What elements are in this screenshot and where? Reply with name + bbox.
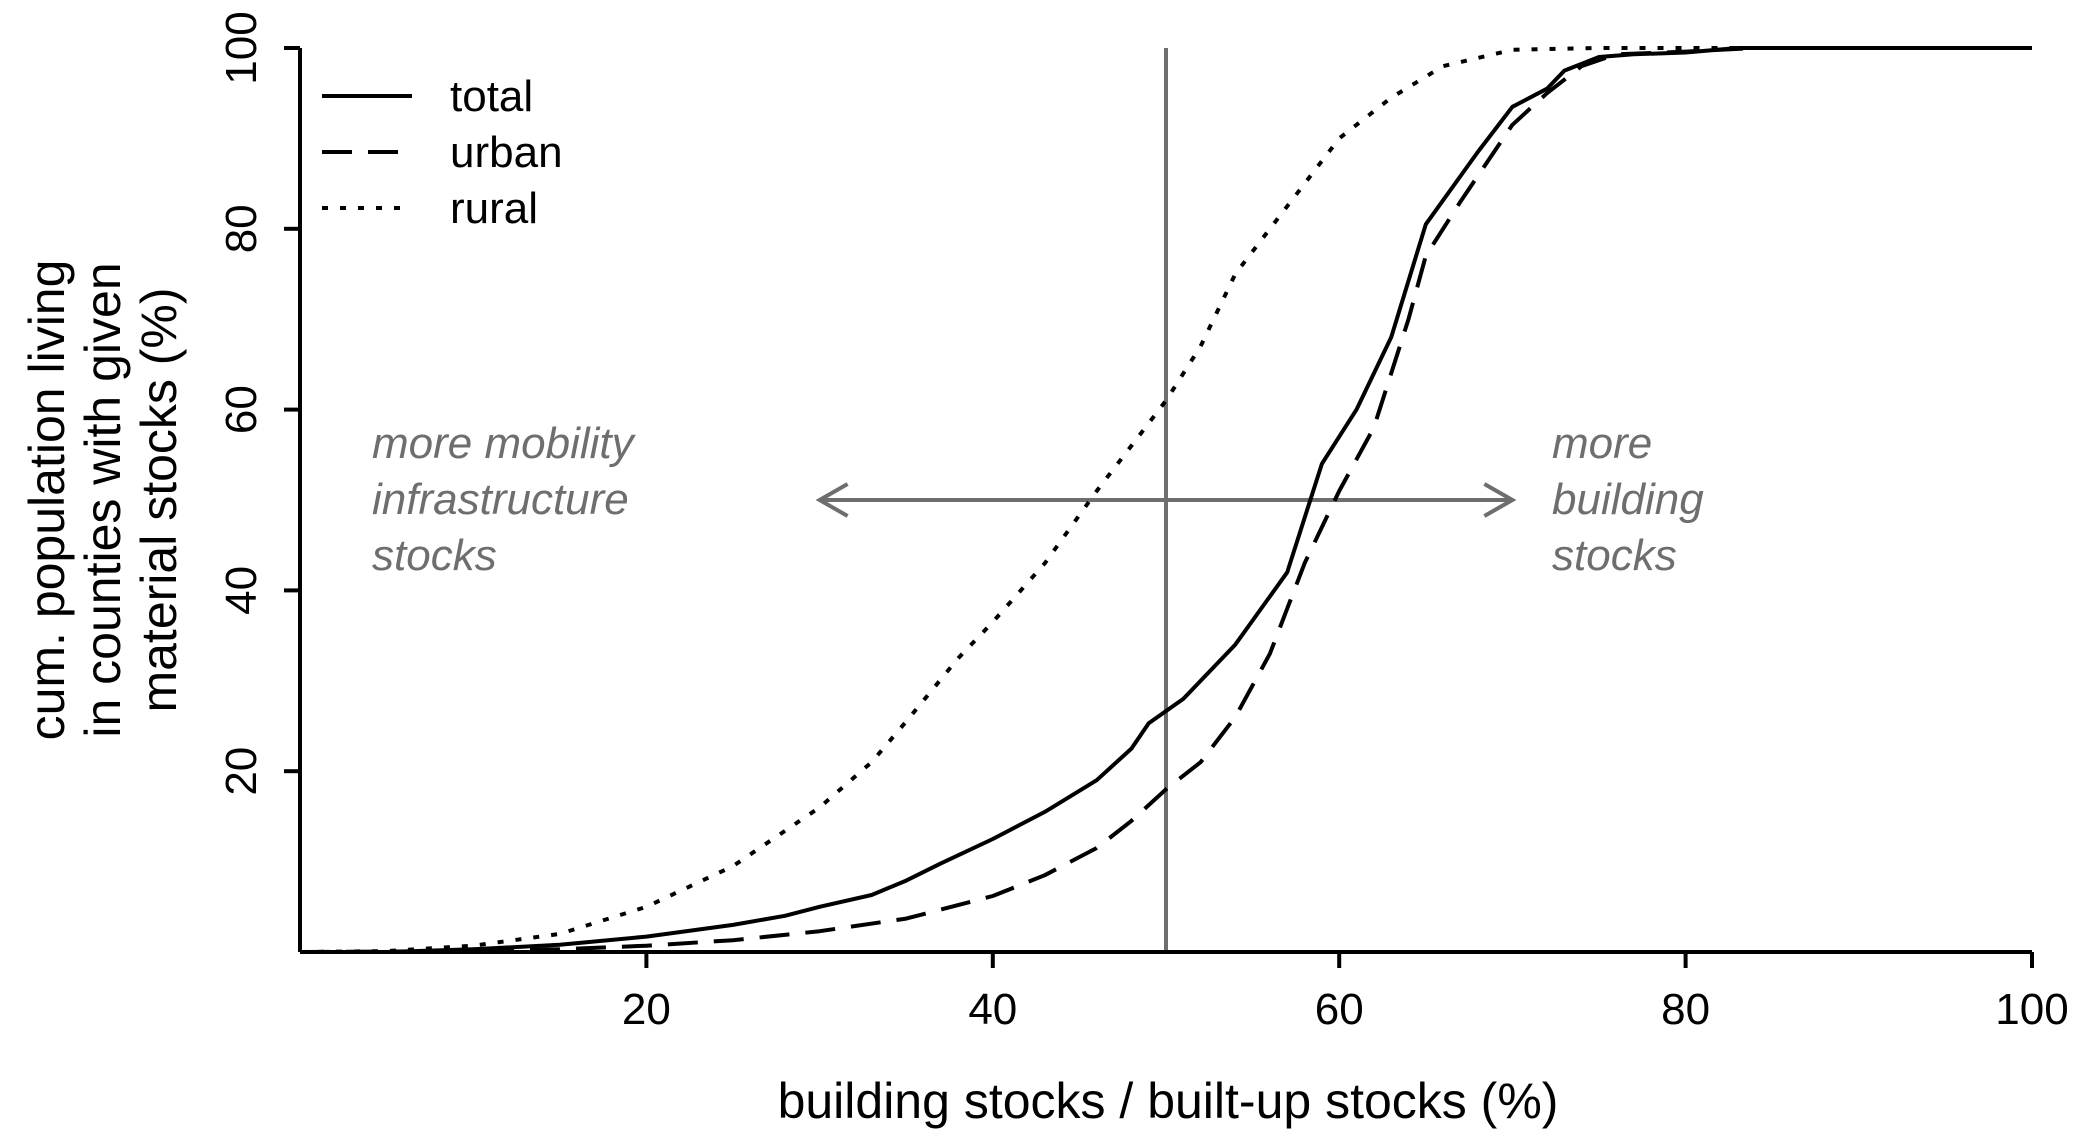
x-axis-label: building stocks / built-up stocks (%)	[778, 1073, 1559, 1129]
series-line-total	[300, 46, 2032, 954]
annotation-line: stocks	[372, 531, 497, 580]
legend-label-total: total	[450, 72, 533, 121]
legend-label-urban: urban	[450, 128, 563, 177]
y-tick-label: 40	[217, 566, 266, 615]
annotation-line: infrastructure	[372, 475, 629, 524]
annotation-layer: more mobility infrastructure stocks more bu…	[372, 419, 1704, 580]
annotation-right: more building stocks	[1552, 419, 1704, 580]
y-tick-label: 20	[217, 747, 266, 796]
legend-label-rural: rural	[450, 184, 538, 233]
annotation-line: building	[1552, 475, 1704, 524]
y-axis-label-line: material stocks (%)	[131, 287, 187, 712]
x-tick-label: 60	[1315, 985, 1364, 1034]
x-tick-label: 40	[968, 985, 1017, 1034]
y-tick-label: 60	[217, 385, 266, 434]
legend: total urban rural	[322, 72, 563, 233]
series-line-rural	[299, 46, 2032, 954]
series-layer	[299, 46, 2032, 954]
x-tick-label: 80	[1661, 985, 1710, 1034]
series-line-urban	[299, 46, 2032, 954]
y-axis-label-line: cum. population living	[19, 260, 75, 741]
annotation-line: more	[1552, 419, 1652, 468]
annotation-left: more mobility infrastructure stocks	[372, 419, 637, 580]
arrow-head-left	[815, 482, 849, 518]
annotation-line: stocks	[1552, 531, 1677, 580]
axes-layer: 20 40 60 80 100 20 40 60 80 100	[217, 11, 2069, 1034]
x-tick-label: 20	[622, 985, 671, 1034]
y-axis-label: cum. population livingin counties with g…	[19, 260, 187, 741]
arrow-head-right	[1483, 482, 1517, 518]
y-tick-label: 100	[217, 11, 266, 84]
y-axis-label-line: in counties with given	[75, 262, 131, 737]
annotation-line: more mobility	[372, 419, 637, 468]
reference-layer	[815, 48, 1517, 952]
x-tick-label: 100	[1995, 985, 2068, 1034]
y-tick-label: 80	[217, 204, 266, 253]
